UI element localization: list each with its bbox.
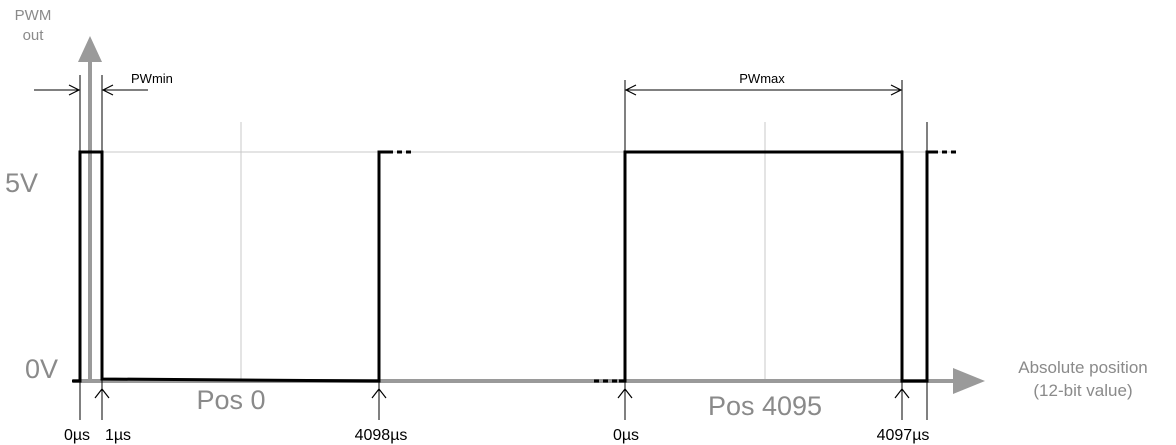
tick-arrow-0us-right xyxy=(617,388,633,399)
signal-pulse-min xyxy=(72,150,388,383)
tick-arrow-1us xyxy=(94,388,110,399)
pw-max-label: PWmax xyxy=(739,71,785,86)
y-axis-label-line1: PWM xyxy=(15,7,52,24)
x-axis-arrowhead xyxy=(953,368,985,394)
tick-label-4097us: 4097µs xyxy=(877,427,930,444)
signal-pulse-max xyxy=(619,150,933,383)
grid xyxy=(80,122,955,380)
pos-0-label: Pos 0 xyxy=(196,385,265,415)
level-high-label: 5V xyxy=(5,168,38,198)
time-markers xyxy=(79,75,928,420)
pwm-signal xyxy=(72,150,960,383)
tick-arrow-4097us xyxy=(894,388,910,399)
x-axis-label-line1: Absolute position xyxy=(1018,358,1147,377)
pw-min-label: PWmin xyxy=(131,71,173,86)
tick-arrow-4098us xyxy=(371,388,387,399)
tick-arrows xyxy=(94,388,910,399)
y-axis-arrowhead xyxy=(78,36,102,62)
tick-label-0us-right: 0µs xyxy=(613,427,639,444)
level-low-label: 0V xyxy=(25,354,58,384)
labels: PWM out 5V 0V Absolute position (12-bit … xyxy=(5,7,1148,444)
x-axis-label-line2: (12-bit value) xyxy=(1033,381,1132,400)
pos-4095-label: Pos 4095 xyxy=(708,391,822,421)
y-axis-label-line2: out xyxy=(23,27,45,44)
tick-label-0us-left: 0µs xyxy=(64,427,90,444)
tick-label-4098us: 4098µs xyxy=(355,427,408,444)
tick-label-1us: 1µs xyxy=(105,427,131,444)
